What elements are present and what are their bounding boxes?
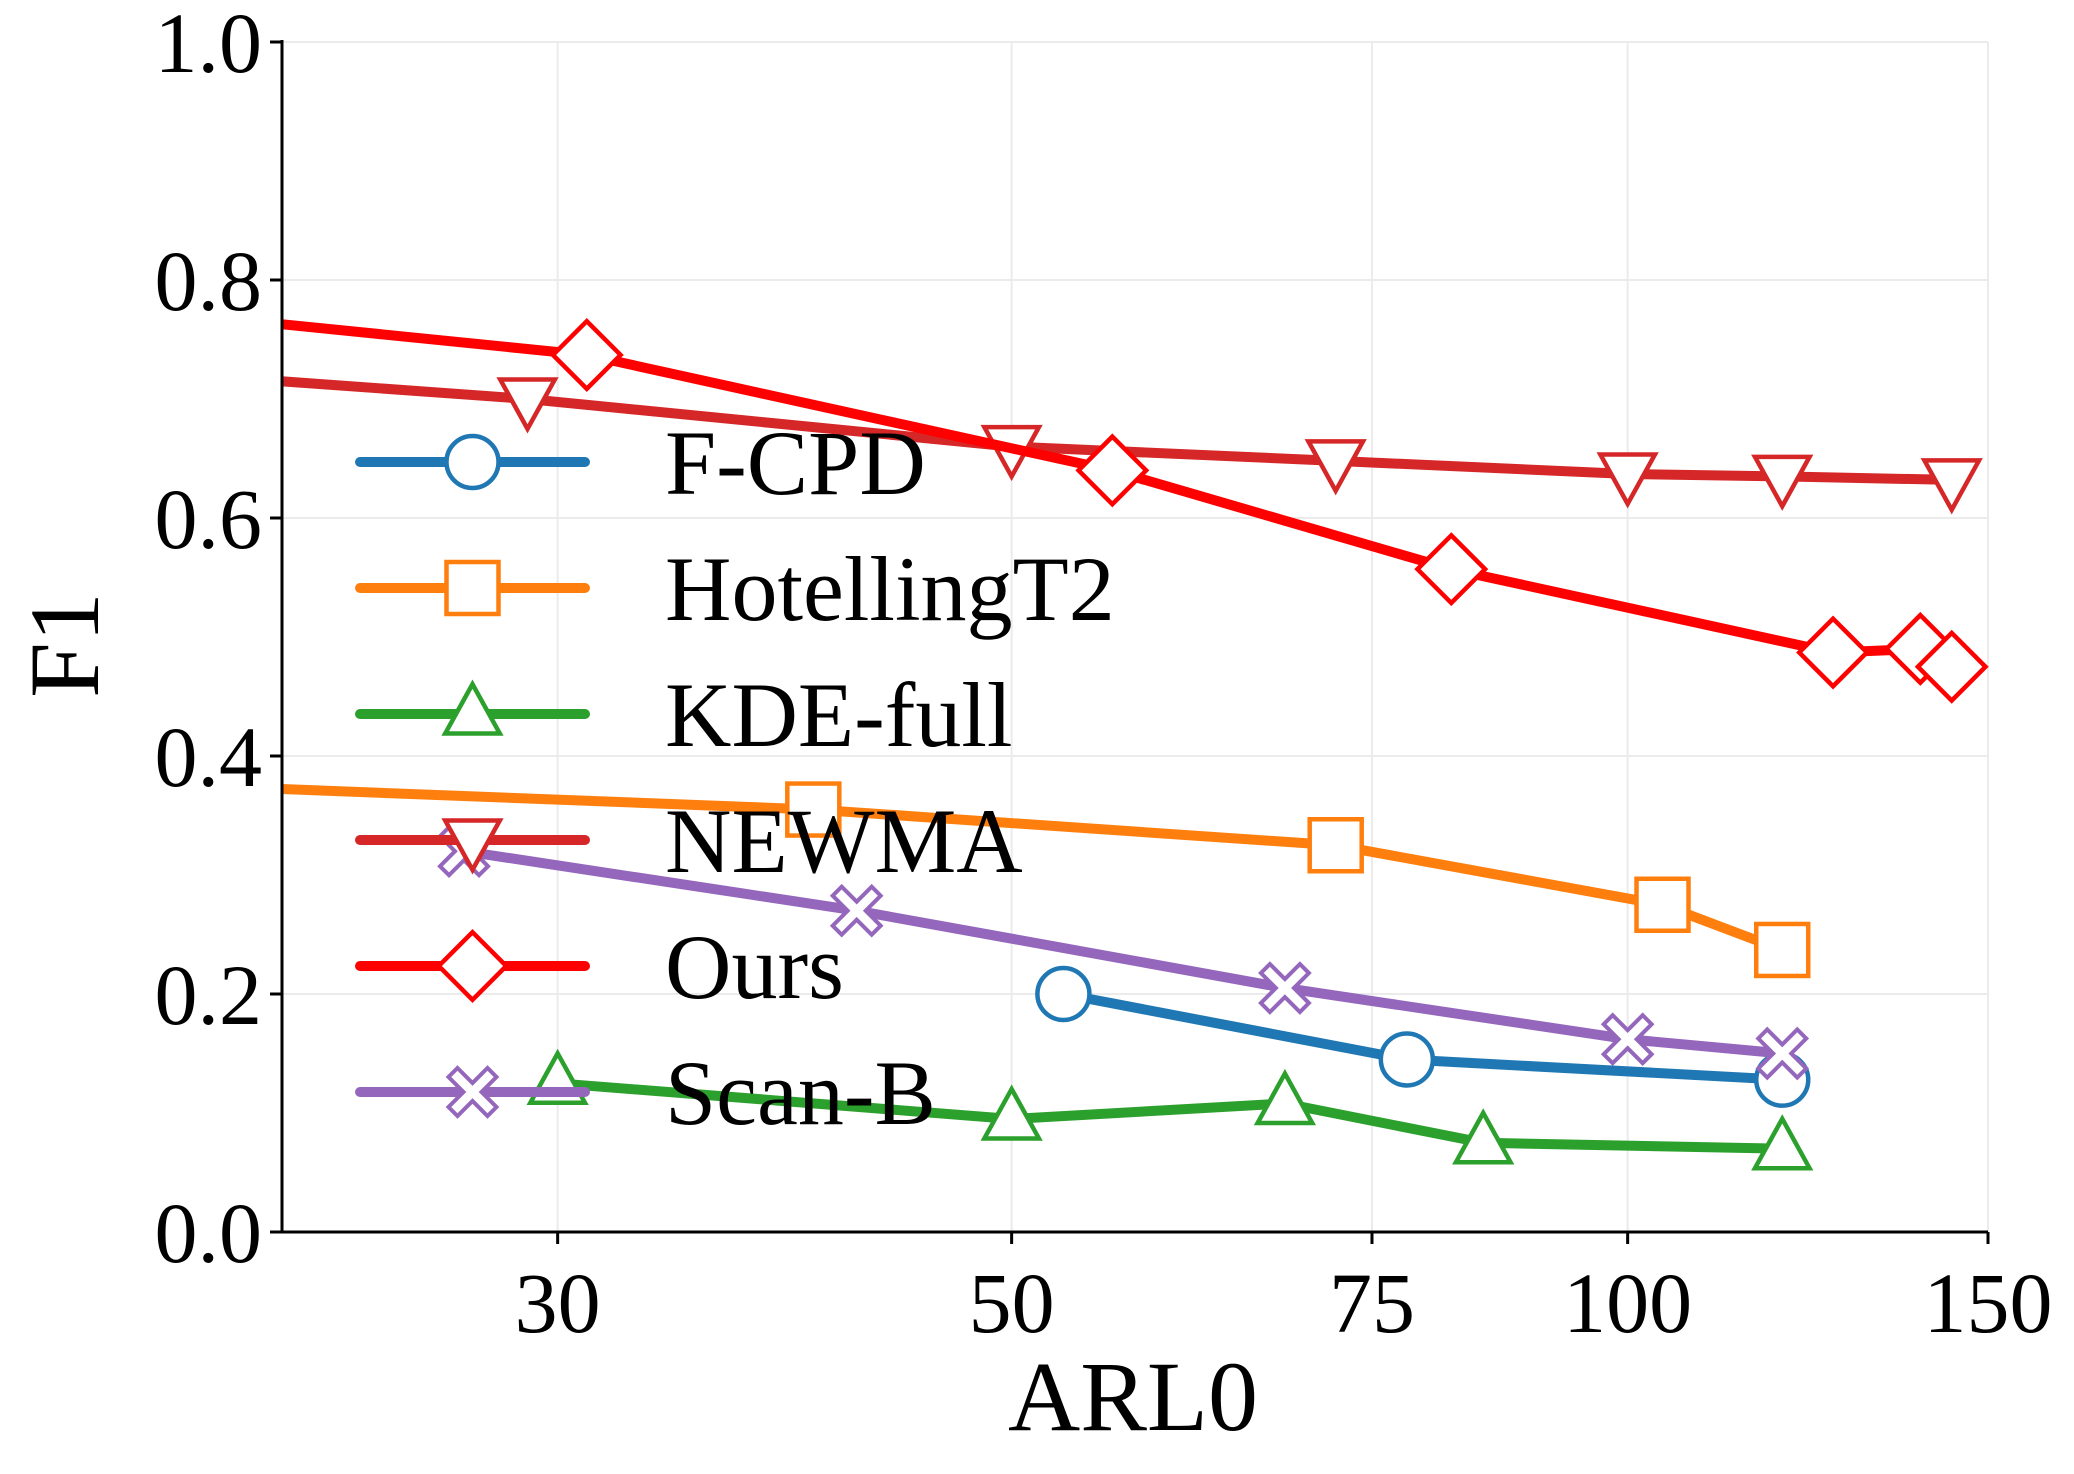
series-scan-b — [437, 824, 1810, 1081]
data-point — [1600, 1012, 1655, 1067]
legend-entry: NEWMA — [355, 790, 1023, 892]
series-layer — [282, 317, 1989, 1171]
y-axis-label: F1 — [9, 592, 120, 698]
x-tick-label: 75 — [1329, 1255, 1415, 1351]
legend-marker — [435, 929, 510, 1003]
data-point — [1452, 1108, 1515, 1165]
legend-entry: Ours — [355, 916, 844, 1018]
data-point — [1796, 615, 1871, 690]
legend-label: Ours — [665, 916, 844, 1018]
data-point — [829, 883, 884, 938]
y-tick-label: 0.2 — [155, 947, 263, 1043]
x-axis-label: ARL0 — [1008, 1341, 1258, 1452]
series-line — [459, 846, 1788, 1059]
legend: F-CPD HotellingT2 KDE-full NEWMA Ours Scan-B — [355, 412, 1115, 1144]
x-tick-label: 150 — [1924, 1255, 2053, 1351]
legend-marker — [444, 433, 501, 491]
data-point — [980, 1084, 1043, 1141]
legend-label: F-CPD — [665, 412, 926, 514]
y-tick-label: 0.4 — [155, 709, 263, 805]
data-point — [1414, 532, 1489, 607]
legend-marker — [441, 818, 504, 875]
data-point — [785, 781, 842, 838]
legend-marker — [444, 559, 501, 617]
axes-layer — [280, 40, 1988, 1234]
data-point — [1258, 961, 1312, 1015]
legend-label: Scan-B — [665, 1042, 936, 1144]
data-point — [1634, 876, 1691, 933]
legend-label: KDE-full — [665, 664, 1012, 766]
legend-entry: Scan-B — [355, 1042, 936, 1144]
data-point — [496, 377, 559, 434]
legend-marker — [445, 1065, 500, 1119]
data-point — [1596, 452, 1659, 509]
series-f-cpd — [1035, 965, 1811, 1108]
data-point — [1914, 629, 1989, 704]
legend-label: HotellingT2 — [665, 538, 1115, 640]
y-tick-label: 0.0 — [155, 1185, 263, 1281]
data-point — [1035, 965, 1092, 1023]
data-point — [1751, 454, 1814, 511]
data-point — [549, 317, 624, 392]
data-point — [1378, 1031, 1436, 1088]
ticks-layer: 0.0 0.2 0.4 0.6 0.8 1.0 30 50 75 100 150 — [155, 0, 2053, 1351]
series-hotellingt2 — [282, 781, 1811, 979]
x-tick-label: 50 — [969, 1255, 1055, 1351]
data-point — [1075, 433, 1150, 508]
series-newma — [282, 376, 1983, 515]
legend-entry: KDE-full — [355, 664, 1012, 766]
legend-entry: F-CPD — [355, 412, 926, 514]
y-tick-label: 0.8 — [155, 233, 263, 329]
y-tick-label: 0.6 — [155, 471, 263, 567]
data-point — [1753, 921, 1811, 979]
data-point — [1307, 817, 1364, 874]
data-point — [1304, 439, 1367, 496]
data-point — [1920, 458, 1983, 515]
y-tick-label: 1.0 — [155, 0, 263, 91]
data-point — [1253, 1068, 1317, 1126]
legend-entry: HotellingT2 — [355, 538, 1115, 640]
legend-marker — [441, 679, 504, 736]
x-tick-label: 100 — [1563, 1255, 1692, 1351]
legend-label: NEWMA — [665, 790, 1023, 892]
data-point — [1751, 1114, 1814, 1171]
series-ours — [282, 317, 1989, 704]
data-point — [1755, 1026, 1810, 1081]
x-tick-label: 30 — [515, 1255, 601, 1351]
